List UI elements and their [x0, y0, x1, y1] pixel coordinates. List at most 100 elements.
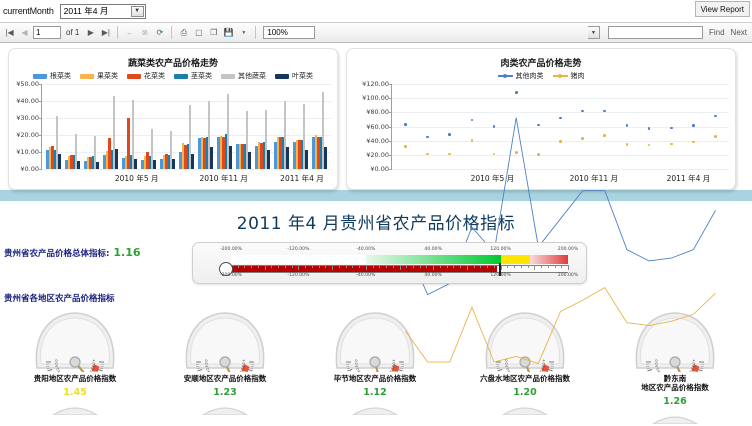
legend-label: 其他蔬菜: [238, 71, 266, 81]
gauge-value: 1.45: [63, 387, 86, 398]
current-month-value: 2011 年4 月: [64, 5, 109, 17]
bar: [115, 149, 117, 169]
meat-plot-wrap: ¥0.00¥20.00¥40.00¥60.00¥80.00¥100.00¥120…: [349, 84, 733, 170]
gauge-next-row-peek: [27, 401, 123, 417]
refresh-icon[interactable]: ⟳: [153, 26, 166, 40]
linear-gauge-minor-tick: [373, 265, 374, 268]
last-page-icon[interactable]: ▶|: [99, 26, 112, 40]
bar-group: [120, 84, 139, 169]
linear-gauge-top-scale: -200.00%-120.00%-40.00%40.00%120.00%200.…: [231, 247, 568, 255]
x-axis-tick-label: 2010 年11 月: [570, 173, 618, 184]
overall-linear-gauge: -200.00%-120.00%-40.00%40.00%120.00%200.…: [192, 242, 587, 284]
linear-gauge-minor-tick: [487, 265, 488, 268]
find-button[interactable]: Find: [709, 28, 725, 37]
previous-page-icon[interactable]: ◀: [18, 26, 31, 40]
linear-gauge-minor-tick: [561, 265, 562, 268]
export-save-icon[interactable]: 💾: [222, 26, 235, 40]
bar-group: [139, 84, 158, 169]
chevron-down-icon[interactable]: ▼: [131, 6, 144, 17]
bar-series-container: [42, 84, 331, 169]
parameter-label: currentMonth: [3, 6, 54, 16]
legend-swatch-icon: [80, 74, 94, 79]
legend-item: 其他肉类: [498, 71, 544, 81]
legend-line-icon: [498, 75, 513, 77]
y-axis-tick-label: ¥50.00: [16, 80, 39, 88]
bar-group: [234, 84, 253, 169]
bar-group: [215, 84, 234, 169]
y-axis-tick-label: ¥80.00: [366, 108, 389, 116]
data-point-marker: [603, 134, 606, 137]
legend-item: 叶菜类: [275, 71, 313, 81]
linear-gauge-minor-tick: [460, 265, 461, 268]
linear-gauge-minor-tick: [433, 265, 434, 270]
linear-gauge-minor-tick: [285, 265, 286, 268]
search-input[interactable]: [608, 26, 703, 39]
svg-text:0.0: 0.0: [54, 360, 58, 365]
print-layout-icon[interactable]: ▢: [192, 26, 205, 40]
first-page-icon[interactable]: |◀: [3, 26, 16, 40]
linear-gauge-minor-tick: [265, 265, 266, 270]
linear-gauge-minor-tick: [528, 265, 529, 268]
bar-group: [158, 84, 177, 169]
legend-swatch-icon: [127, 74, 141, 79]
vegetable-price-chart: 蔬菜类农产品价格走势 根菜类果菜类花菜类茎菜类其他蔬菜叶菜类 ¥0.00¥10.…: [8, 48, 338, 190]
bar: [267, 150, 269, 169]
y-axis-tick-label: ¥20.00: [366, 151, 389, 159]
print-icon[interactable]: ⎙: [177, 26, 190, 40]
y-axis-tick-label: ¥40.00: [16, 97, 39, 105]
legend-swatch-icon: [275, 74, 289, 79]
current-month-select[interactable]: 2011 年4 月 ▼: [60, 4, 146, 19]
next-page-icon[interactable]: ▶: [84, 26, 97, 40]
legend-item: 猪肉: [553, 71, 585, 81]
linear-gauge-band: [501, 255, 530, 264]
toolbar-divider: [117, 26, 118, 39]
linear-gauge-minor-tick: [453, 265, 454, 268]
linear-gauge-tick-label: 200.00%: [558, 273, 578, 278]
vegetable-chart-title: 蔬菜类农产品价格走势: [11, 56, 335, 69]
page-count-label: of 1: [66, 28, 79, 37]
linear-gauge-tick-label: 120.00%: [490, 247, 510, 252]
legend-item: 其他蔬菜: [221, 71, 266, 81]
next-button[interactable]: Next: [731, 28, 747, 37]
linear-gauge-band: [231, 255, 366, 264]
export-chevron-down-icon[interactable]: ▼: [237, 26, 250, 40]
data-point-marker: [515, 91, 518, 94]
svg-text:4.0: 4.0: [242, 360, 246, 365]
zoom-chevron-down-icon[interactable]: ▼: [588, 26, 600, 39]
bar-group: [196, 84, 215, 169]
linear-gauge-tick-label: -200.00%: [220, 273, 242, 278]
zoom-value[interactable]: 100%: [263, 26, 315, 39]
linear-gauge-minor-tick: [393, 265, 394, 268]
zoom-combo[interactable]: 100%: [263, 26, 315, 39]
vegetable-chart-legend: 根菜类果菜类花菜类茎菜类其他蔬菜叶菜类: [11, 71, 335, 81]
region-gauge: 0.00.40.81.21.62.02.42.83.23.64.0贵阳地区农产品…: [0, 306, 150, 426]
page-setup-icon[interactable]: ❐: [207, 26, 220, 40]
back-to-parent-icon[interactable]: ←: [123, 26, 136, 40]
meat-plot-area: ¥0.00¥20.00¥40.00¥60.00¥80.00¥100.00¥120…: [391, 84, 729, 170]
bar-group: [253, 84, 272, 169]
linear-gauge-tick-label: -40.00%: [356, 273, 375, 278]
linear-gauge-minor-tick: [366, 265, 367, 270]
linear-gauge-minor-tick: [305, 265, 306, 268]
linear-gauge-minor-tick: [379, 265, 380, 268]
bar: [58, 154, 60, 169]
data-point-marker: [692, 124, 695, 127]
bar-group: [63, 84, 82, 169]
stop-icon[interactable]: ⊗: [138, 26, 151, 40]
view-report-button[interactable]: View Report: [701, 5, 744, 14]
charts-row: 蔬菜类农产品价格走势 根菜类果菜类花菜类茎菜类其他蔬菜叶菜类 ¥0.00¥10.…: [0, 43, 752, 190]
legend-swatch-icon: [221, 74, 235, 79]
linear-gauge-minor-tick: [420, 265, 421, 268]
vegetable-plot-wrap: ¥0.00¥10.00¥20.00¥30.00¥40.00¥50.00: [11, 84, 335, 170]
linear-gauge-minor-tick: [400, 265, 401, 270]
data-point-marker: [670, 127, 673, 130]
data-point-marker: [537, 153, 540, 156]
svg-text:4.0: 4.0: [92, 360, 96, 365]
data-point-marker: [670, 143, 673, 146]
y-axis-tick-label: ¥0.00: [370, 165, 389, 173]
legend-line-icon: [553, 75, 568, 77]
page-number-input[interactable]: 1: [33, 26, 61, 39]
linear-gauge-band: [530, 255, 568, 264]
linear-gauge-minor-tick: [494, 265, 495, 268]
overall-index-label-wrap: 贵州省农产品价格总体指标: 1.16: [4, 242, 184, 259]
